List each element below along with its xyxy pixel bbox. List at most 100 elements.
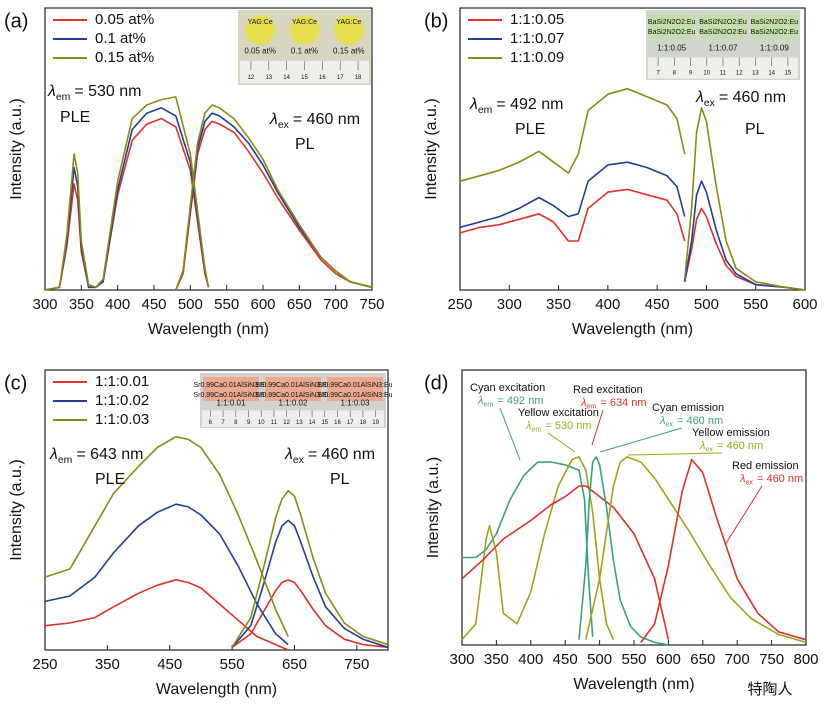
sample-name: YAG:Ce [248, 19, 273, 26]
sample-name: Sr0.99Ca0.01AlSiN3:Eu [193, 382, 268, 389]
ruler-number: 19 [372, 420, 379, 426]
series-label: Cyan emission [652, 402, 724, 414]
annotation-symbol: λ [695, 89, 704, 106]
ruler-number: 13 [265, 75, 272, 81]
ruler-number: 15 [785, 71, 792, 77]
annotation: λem = 643 nm [49, 446, 143, 465]
ruler-number: 12 [248, 75, 255, 81]
sample-name: Sr0.99Ca0.01AlSiN3:Eu [193, 392, 268, 399]
legend-label: 1:1:0.02 [95, 392, 149, 409]
ruler-number: 18 [360, 420, 367, 426]
annotation-text: = 460 nm [308, 446, 375, 463]
annotation: λem = 530 nm [47, 83, 141, 102]
watermark: 特陶人 [747, 681, 792, 698]
ruler-number: 10 [703, 71, 710, 77]
annotation: λex = 460 nm [699, 440, 763, 453]
x-tick-label: 550 [220, 656, 245, 673]
x-tick-label: 500 [178, 296, 203, 313]
ruler-number: 7 [221, 420, 225, 426]
sample-name: Sr0.99Ca0.01AlSiN3:Eu [317, 382, 392, 389]
ruler-number: 7 [656, 71, 660, 77]
sample-patch [265, 377, 321, 401]
x-tick-label: 550 [621, 651, 646, 668]
series-label: Red excitation [573, 384, 643, 396]
annotation-text: = 492 nm [497, 395, 543, 407]
annotation-symbol: λ [469, 96, 478, 113]
plot-frame [44, 7, 373, 291]
annotation-subscript: em [58, 455, 72, 466]
x-tick-label: 350 [484, 651, 509, 668]
label-arrow [591, 409, 604, 446]
annotation-subscript: em [531, 425, 541, 433]
sample-name: BaSi2N2O2:Eu [699, 29, 747, 36]
x-tick-label: 250 [447, 296, 472, 313]
annotation-text: = 634 nm [600, 397, 646, 409]
spectrum-line [231, 519, 389, 649]
x-tick-label: 650 [282, 656, 307, 673]
panel-label: (d) [424, 372, 448, 394]
ruler-number: 16 [319, 75, 326, 81]
series-label: Cyan excitation [470, 382, 545, 394]
annotation: PLE [515, 121, 545, 138]
label-arrow [599, 427, 683, 453]
ruler-number: 12 [283, 420, 290, 426]
sample-name: YAG:Ce [292, 19, 317, 26]
sample-patch [327, 377, 383, 401]
ruler-number: 6 [209, 420, 213, 426]
spectrum-line [578, 456, 669, 646]
x-tick-label: 350 [69, 296, 94, 313]
y-axis-label: Intensity (a.u.) [8, 459, 25, 560]
annotation: PLE [95, 471, 125, 488]
sample-patch [751, 14, 798, 38]
ruler [202, 410, 384, 427]
spectrum-line [683, 180, 806, 291]
x-tick-label: 500 [587, 651, 612, 668]
x-tick-label: 550 [214, 296, 239, 313]
x-tick-label: 400 [595, 296, 620, 313]
legend-label: 0.05 at% [95, 11, 154, 28]
ruler-number: 13 [296, 420, 303, 426]
x-tick-label: 450 [157, 656, 182, 673]
ruler-number: 15 [321, 420, 328, 426]
x-tick-label: 450 [141, 296, 166, 313]
x-tick-label: 650 [287, 296, 312, 313]
panel-label: (c) [4, 372, 27, 394]
spectrum-line [44, 96, 210, 291]
legend-label: 1:1:0.01 [95, 373, 149, 390]
ruler-number: 16 [334, 420, 341, 426]
sample-label: 1:1:0.09 [760, 44, 789, 53]
legend-label: 1:1:0.05 [510, 11, 564, 28]
annotation: λem = 530 nm [525, 420, 592, 433]
annotation-text: = 530 nm [545, 420, 591, 432]
ruler [648, 57, 798, 79]
annotation-text: = 460 nm [293, 111, 360, 128]
sample-label: 0.05 at% [244, 46, 276, 55]
ruler-number: 8 [673, 71, 677, 77]
spectrum-line [231, 579, 389, 649]
ruler-number: 9 [247, 420, 251, 426]
annotation-subscript: ex [745, 478, 753, 486]
x-tick-label: 600 [250, 296, 275, 313]
sample-patch [648, 14, 695, 38]
sample-label: 1:1:0.01 [217, 398, 246, 407]
x-tick-label: 600 [792, 296, 817, 313]
annotation-subscript: ex [293, 455, 305, 466]
spectrum-line [640, 458, 807, 643]
x-tick-label: 450 [645, 296, 670, 313]
sample-name: YAG:Ce [336, 19, 361, 26]
sample-disc [333, 15, 364, 45]
annotation-text: = 643 nm [76, 446, 143, 463]
series-label: Red emission [732, 460, 799, 472]
plot-frame [44, 369, 389, 651]
spectrum-line [44, 107, 210, 291]
sample-name: BaSi2N2O2:Eu [751, 19, 799, 26]
annotation-subscript: em [483, 400, 493, 408]
x-tick-label: 300 [32, 296, 57, 313]
x-axis-label: Wavelength (nm) [156, 681, 277, 698]
sample-label: 1:1:0.02 [279, 398, 308, 407]
x-tick-label: 500 [694, 296, 719, 313]
annotation-symbol: λ [284, 446, 293, 463]
annotation: PL [745, 121, 765, 138]
